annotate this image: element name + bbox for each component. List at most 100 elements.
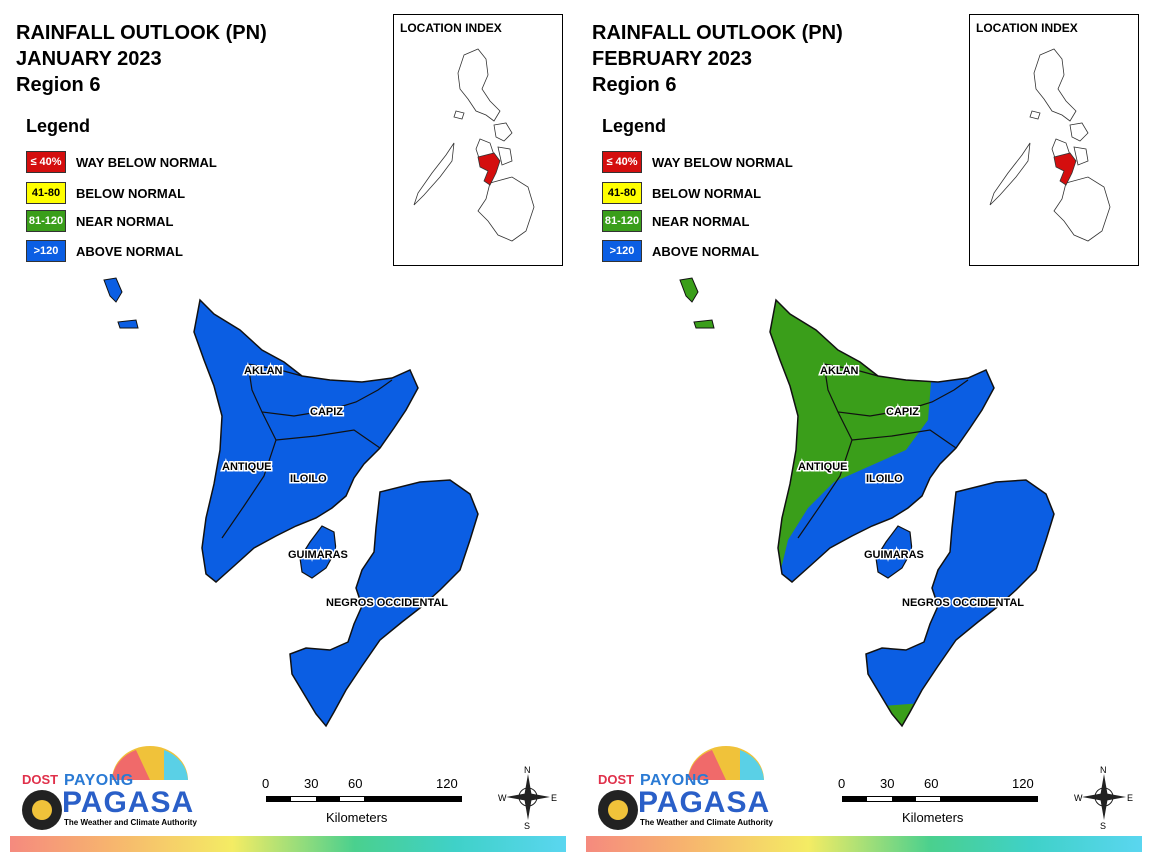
- title-line-1: RAINFALL OUTLOOK (PN): [592, 22, 843, 44]
- label-guimaras: GUIMARAS: [288, 549, 348, 561]
- province-labels: AKLAN CAPIZ ANTIQUE ILOILO GUIMARAS NEGR…: [221, 364, 450, 611]
- negros-occidental: [289, 479, 479, 728]
- color-strip: [586, 836, 1142, 852]
- guimaras-island: [299, 525, 337, 579]
- philippines-index-map: [989, 48, 1111, 242]
- label-aklan: AKLAN: [244, 365, 283, 377]
- logo-payong: PAYONG: [64, 772, 134, 789]
- legend-swatch: 41-80: [26, 182, 66, 204]
- label-capiz: CAPIZ: [886, 406, 919, 418]
- compass-rose-icon: N S E W: [1074, 765, 1133, 831]
- title-line-3: Region 6: [16, 74, 101, 96]
- location-index: LOCATION INDEX: [393, 14, 563, 266]
- scale-tick-30: 30: [880, 776, 895, 791]
- region-6-highlight: [477, 152, 501, 186]
- pagasa-logo: DOST PAYONG PAGASA The Weather and Clima…: [592, 740, 792, 832]
- map-title: RAINFALL OUTLOOK (PN) JANUARY 2023 Regio…: [16, 20, 267, 98]
- map-title: RAINFALL OUTLOOK (PN) FEBRUARY 2023 Regi…: [592, 20, 843, 98]
- province-labels: AKLAN CAPIZ ANTIQUE ILOILO GUIMARAS NEGR…: [797, 364, 1026, 611]
- legend-label: BELOW NORMAL: [76, 185, 186, 201]
- label-iloilo: ILOILO: [290, 473, 327, 485]
- scale-bar-segments: [842, 796, 1038, 802]
- scale-tick-60: 60: [348, 776, 363, 791]
- umbrella-icon: [598, 746, 764, 830]
- legend-item-below: 41-80 BELOW NORMAL: [26, 181, 185, 205]
- label-antique: ANTIQUE: [222, 461, 272, 473]
- outlook-panel-february: RAINFALL OUTLOOK (PN) FEBRUARY 2023 Regi…: [576, 0, 1152, 864]
- legend-label: NEAR NORMAL: [76, 213, 174, 229]
- scale-tick-0: 0: [838, 776, 846, 791]
- title-line-2: JANUARY 2023: [16, 48, 162, 70]
- scale-bar-segments: [266, 796, 462, 802]
- north-arrow: N S E W: [1074, 764, 1134, 831]
- location-index-title: LOCATION INDEX: [400, 21, 502, 35]
- guimaras-island: [875, 525, 913, 579]
- legend-label: WAY BELOW NORMAL: [76, 154, 217, 170]
- legend-swatch: 41-80: [602, 182, 642, 204]
- scale-tick-0: 0: [262, 776, 270, 791]
- legend-swatch: ≤ 40%: [26, 151, 66, 173]
- logo-payong: PAYONG: [640, 772, 710, 789]
- label-antique: ANTIQUE: [798, 461, 848, 473]
- compass-n: N: [524, 765, 531, 775]
- region-6-highlight: [1053, 152, 1077, 186]
- compass-w: W: [498, 793, 507, 803]
- legend-item-near: 81-120 NEAR NORMAL: [26, 209, 174, 233]
- compass-w: W: [1074, 793, 1083, 803]
- logo-tagline: The Weather and Climate Authority: [640, 818, 773, 827]
- legend-label: NEAR NORMAL: [652, 213, 750, 229]
- umbrella-icon: [22, 746, 188, 830]
- location-index-title: LOCATION INDEX: [976, 21, 1078, 35]
- compass-n: N: [1100, 765, 1107, 775]
- location-index: LOCATION INDEX: [969, 14, 1139, 266]
- compass-e: E: [1127, 793, 1133, 803]
- pagasa-logo: DOST PAYONG PAGASA The Weather and Clima…: [16, 740, 216, 832]
- label-negros-occidental: NEGROS OCCIDENTAL: [326, 597, 448, 609]
- legend-item-near: 81-120 NEAR NORMAL: [602, 209, 750, 233]
- title-line-3: Region 6: [592, 74, 677, 96]
- scale-tick-30: 30: [304, 776, 319, 791]
- legend-item-below: 41-80 BELOW NORMAL: [602, 181, 761, 205]
- logo-dost: DOST: [22, 772, 59, 787]
- scale-bar: 0 30 60 120 Kilometers: [832, 776, 1042, 836]
- title-line-2: FEBRUARY 2023: [592, 48, 753, 70]
- legend-item-way-below: ≤ 40% WAY BELOW NORMAL: [26, 150, 217, 174]
- region-6-map: AKLAN CAPIZ ANTIQUE ILOILO GUIMARAS NEGR…: [679, 277, 1055, 728]
- logo-tagline: The Weather and Climate Authority: [64, 818, 197, 827]
- legend-swatch: 81-120: [26, 210, 66, 232]
- scale-unit: Kilometers: [902, 810, 964, 825]
- legend-title: Legend: [602, 116, 667, 136]
- scale-tick-60: 60: [924, 776, 939, 791]
- label-iloilo: ILOILO: [866, 473, 903, 485]
- legend-item-way-below: ≤ 40% WAY BELOW NORMAL: [602, 150, 793, 174]
- north-arrow: N S E W: [498, 764, 558, 831]
- color-strip: [10, 836, 566, 852]
- legend-swatch: ≤ 40%: [602, 151, 642, 173]
- legend-title: Legend: [26, 116, 91, 136]
- label-capiz: CAPIZ: [310, 406, 343, 418]
- scale-tick-120: 120: [1012, 776, 1034, 791]
- logo-pagasa: PAGASA: [638, 786, 771, 819]
- compass-s: S: [1100, 821, 1106, 830]
- scale-unit: Kilometers: [326, 810, 388, 825]
- title-line-1: RAINFALL OUTLOOK (PN): [16, 22, 267, 44]
- legend-label: ABOVE NORMAL: [76, 243, 183, 259]
- region-6-map: AKLAN CAPIZ ANTIQUE ILOILO GUIMARAS NEGR…: [103, 277, 479, 728]
- legend-swatch: 81-120: [602, 210, 642, 232]
- philippines-index-map: [413, 48, 535, 242]
- legend-item-above: >120 ABOVE NORMAL: [26, 239, 183, 263]
- outlook-panel-january: RAINFALL OUTLOOK (PN) JANUARY 2023 Regio…: [10, 14, 566, 852]
- panay-island: [193, 298, 419, 583]
- legend-label: WAY BELOW NORMAL: [652, 154, 793, 170]
- legend-label: ABOVE NORMAL: [652, 243, 759, 259]
- logo-dost: DOST: [598, 772, 635, 787]
- compass-s: S: [524, 821, 530, 830]
- label-negros-occidental: NEGROS OCCIDENTAL: [902, 597, 1024, 609]
- compass-rose-icon: N S E W: [498, 765, 557, 831]
- scale-bar: 0 30 60 120 Kilometers: [256, 776, 466, 836]
- label-aklan: AKLAN: [820, 365, 859, 377]
- logo-pagasa: PAGASA: [62, 786, 195, 819]
- legend-label: BELOW NORMAL: [652, 185, 762, 201]
- compass-e: E: [551, 793, 557, 803]
- label-guimaras: GUIMARAS: [864, 549, 924, 561]
